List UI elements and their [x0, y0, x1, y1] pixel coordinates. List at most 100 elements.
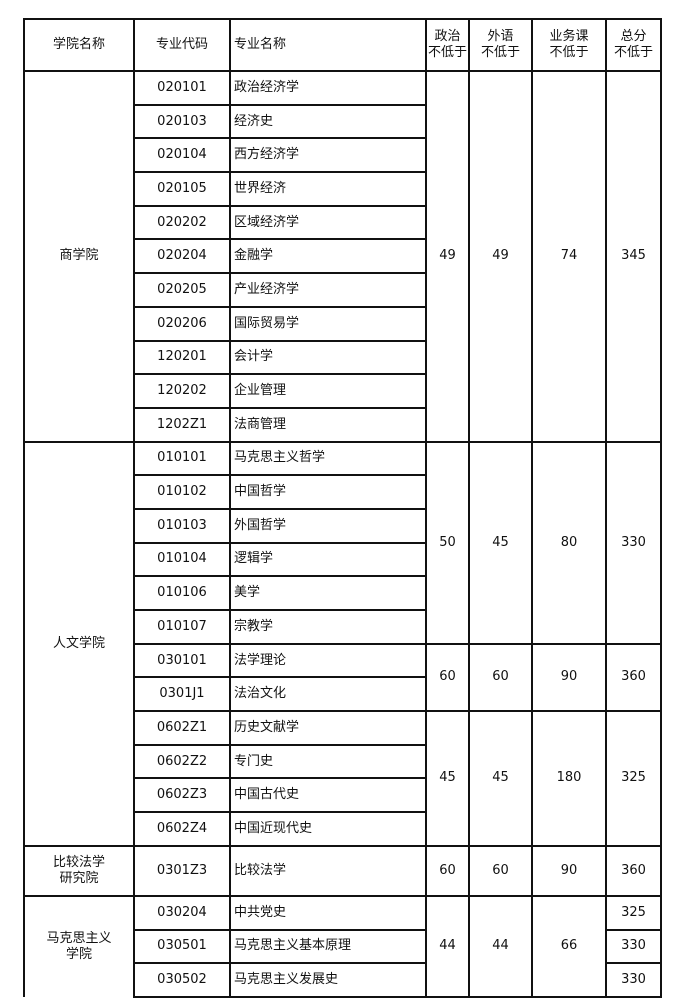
major-name: 马克思主义基本原理 [229, 928, 427, 965]
table-row: 020205 产业经济学 [24, 272, 661, 308]
major-code: 010102 [133, 474, 231, 510]
table-row: 010106 美学 [24, 575, 661, 611]
major-name: 中国古代史 [229, 777, 427, 814]
table-row: 010102 中国哲学 [24, 474, 661, 510]
major-code: 020101 [133, 70, 231, 106]
major-name: 企业管理 [229, 373, 427, 409]
table-row: 010103 外国哲学 [24, 507, 661, 544]
major-code: 0602Z3 [133, 777, 231, 814]
major-name: 法治文化 [229, 676, 427, 713]
major-code: 1202Z1 [133, 406, 231, 443]
politics-min: 60 [425, 642, 470, 713]
college-name: 人文学院 [52, 635, 105, 651]
course-min: 74 [531, 70, 607, 443]
major-code: 020202 [133, 204, 231, 241]
table-row: 020202 区域经济学 [24, 204, 661, 241]
major-name: 西方经济学 [229, 137, 427, 174]
table-row: 0602Z4 中国近现代史 [24, 811, 661, 847]
header-politics-line1: 政治 [434, 29, 461, 44]
total-min: 345 [605, 70, 662, 443]
header-politics-line2: 不低于 [427, 45, 467, 60]
college-name: 马克思主义 [46, 930, 112, 946]
table-body: 商学院 020101 政治经济学 49 49 74 345 020103 经济史 020104 西方… [23, 70, 662, 998]
major-name: 宗教学 [229, 609, 427, 645]
table-row: 010104 逻辑学 [24, 541, 661, 578]
table-row: 0301J1 法治文化 [24, 676, 661, 713]
header-total-line1: 总分 [620, 29, 647, 44]
college-name-cell: 商学院 [23, 70, 135, 443]
major-name: 美学 [229, 575, 427, 611]
major-name: 专门史 [229, 743, 427, 780]
major-code: 030502 [133, 962, 231, 998]
major-name: 法商管理 [229, 406, 427, 443]
table-row: 020103 经济史 [24, 103, 661, 140]
major-code: 020105 [133, 171, 231, 207]
major-code: 010106 [133, 575, 231, 611]
table-row: 020206 国际贸易学 [24, 305, 661, 342]
college-name-cell: 马克思主义 学院 [23, 894, 135, 997]
table-row: 0602Z3 中国古代史 [24, 777, 661, 814]
course-min: 80 [531, 440, 607, 645]
major-name: 区域经济学 [229, 204, 427, 241]
language-min: 49 [468, 70, 533, 443]
major-name: 产业经济学 [229, 272, 427, 308]
course-min: 90 [531, 844, 607, 897]
header-course: 业务课 不低于 [531, 18, 607, 72]
header-total: 总分 不低于 [605, 18, 662, 72]
header-course-line1: 业务课 [549, 29, 589, 44]
table-row: 030502 马克思主义发展史 330 [24, 962, 662, 998]
header-major: 专业名称 [229, 18, 427, 72]
major-code: 010101 [133, 440, 231, 477]
politics-min: 50 [425, 440, 470, 645]
header-language-line1: 外语 [487, 29, 514, 44]
table-row: 120202 企业管理 [24, 373, 661, 409]
total-min: 325 [605, 710, 662, 847]
major-name: 经济史 [229, 103, 427, 140]
header-college: 学院名称 [23, 18, 135, 72]
header-course-line2: 不低于 [549, 45, 589, 60]
table-row: 010107 宗教学 [24, 609, 661, 645]
major-name: 逻辑学 [229, 541, 427, 578]
college-name-cell: 比较法学 研究院 [23, 844, 135, 897]
politics-min: 49 [425, 70, 470, 443]
table-row: 0602Z1 历史文献学 45 45 180 325 [24, 710, 662, 847]
table-row: 120201 会计学 [24, 339, 661, 376]
college-name: 商学院 [59, 248, 99, 264]
header-language-line2: 不低于 [480, 45, 520, 60]
language-min: 44 [468, 894, 533, 998]
major-code: 0602Z2 [133, 743, 231, 780]
major-code: 0301J1 [133, 676, 231, 713]
major-code: 020204 [133, 238, 231, 275]
table-row: 020204 金融学 [24, 238, 661, 275]
admission-score-table: 学院名称 专业代码 专业名称 政治 不低于 外语 不低于 业务课 不低于 总分 不低于 … [23, 18, 662, 998]
major-code: 020104 [133, 137, 231, 174]
header-language: 外语 不低于 [468, 18, 533, 72]
major-code: 010107 [133, 609, 231, 645]
major-name: 政治经济学 [229, 70, 427, 106]
header-total-line2: 不低于 [613, 45, 653, 60]
course-min: 180 [531, 710, 607, 847]
major-name: 国际贸易学 [229, 305, 427, 342]
table-row: 1202Z1 法商管理 [24, 406, 661, 443]
major-code: 020103 [133, 103, 231, 140]
total-min: 360 [605, 844, 662, 897]
header-code: 专业代码 [133, 18, 231, 72]
major-name: 世界经济 [229, 171, 427, 207]
total-min: 330 [605, 928, 662, 965]
table-row: 商学院 020101 政治经济学 49 49 74 345 [23, 70, 662, 443]
college-name-cell: 人文学院 [23, 440, 135, 847]
major-name: 中国哲学 [229, 474, 427, 510]
major-name: 比较法学 [229, 844, 427, 897]
major-code: 010104 [133, 541, 231, 578]
language-min: 45 [468, 440, 533, 645]
major-code: 120202 [133, 373, 231, 409]
table-row: 马克思主义 学院 030204 中共党史 44 44 66 325 [23, 894, 662, 998]
major-code: 030204 [133, 894, 231, 931]
major-name: 中国近现代史 [229, 811, 427, 847]
major-name: 会计学 [229, 339, 427, 376]
major-name: 法学理论 [229, 642, 427, 679]
table-row: 人文学院 010101 马克思主义哲学 50 45 80 330 [23, 440, 662, 847]
major-code: 030101 [133, 642, 231, 679]
table-row: 0602Z2 专门史 [24, 743, 661, 780]
language-min: 45 [468, 710, 533, 847]
